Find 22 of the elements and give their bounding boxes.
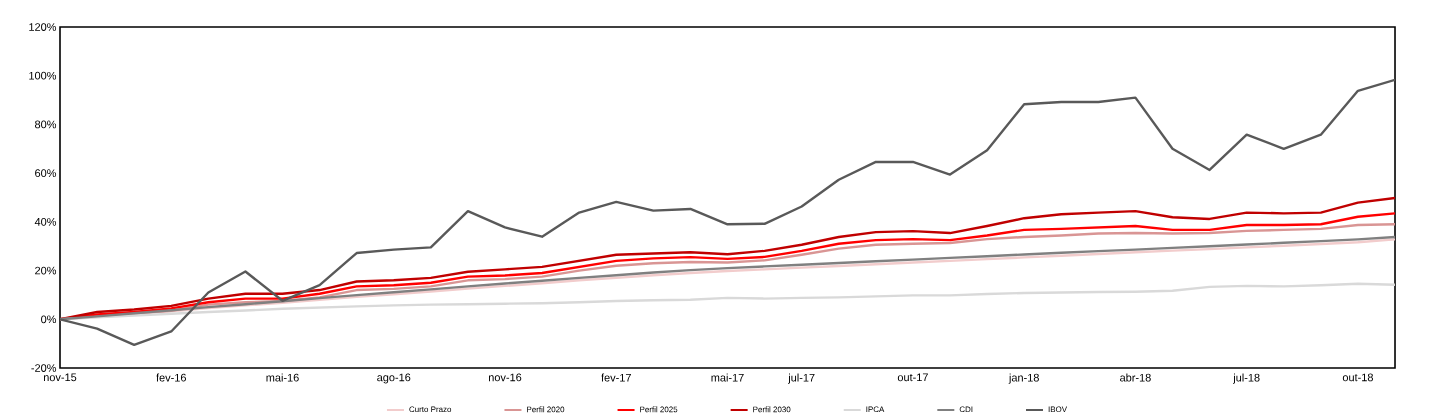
x-tick-label: out-17 — [897, 373, 928, 382]
x-tick-label: mai-17 — [711, 373, 744, 382]
y-tick-label: 20% — [35, 266, 57, 275]
x-tick-label: nov-15 — [43, 373, 77, 382]
line-series — [60, 78, 1396, 347]
y-tick-label: 0% — [41, 315, 57, 324]
y-tick-label: -20% — [31, 364, 57, 372]
y-tick-label: 100% — [29, 71, 57, 80]
x-tick-label: jul-18 — [1233, 373, 1260, 384]
y-tick-label: 80% — [35, 120, 57, 129]
x-tick-label: jan-18 — [1008, 373, 1039, 384]
x-tick-label: fev-17 — [601, 373, 631, 382]
x-tick-label: fev-16 — [156, 373, 186, 382]
y-tick-label: 60% — [35, 169, 57, 178]
x-tick-label: mai-16 — [266, 373, 299, 382]
y-tick-label: 120% — [29, 23, 57, 31]
x-tick-label: abr-18 — [1120, 373, 1151, 382]
x-tick-label: jul-17 — [788, 373, 815, 384]
x-tick-label: nov-16 — [488, 373, 522, 382]
y-tick-label: 40% — [34, 217, 57, 226]
x-tick-label: out-18 — [1342, 373, 1373, 382]
x-tick-label: ago-16 — [377, 373, 411, 384]
